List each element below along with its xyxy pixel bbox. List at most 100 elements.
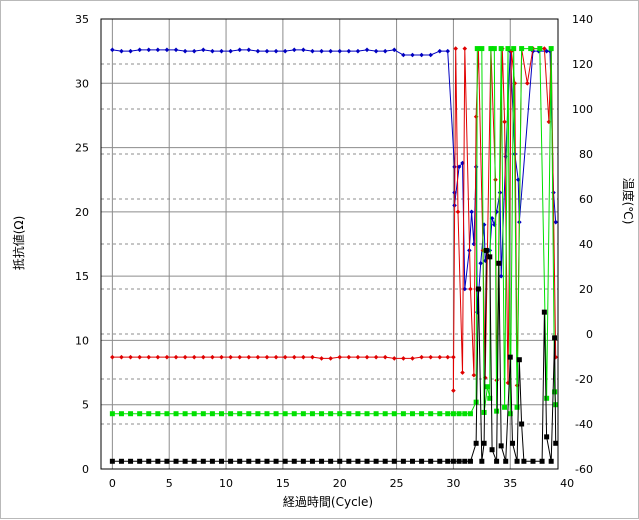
data-point [530, 458, 536, 464]
x-tick-label: 10 [219, 477, 233, 490]
data-point [309, 458, 315, 464]
data-point [291, 458, 297, 464]
data-point [391, 356, 397, 361]
data-point [301, 354, 306, 360]
data-point [428, 354, 433, 360]
data-point [553, 440, 559, 446]
data-point [382, 354, 388, 360]
data-point [118, 458, 124, 464]
data-point [437, 458, 443, 464]
data-point [373, 354, 379, 360]
data-point [505, 46, 511, 52]
data-point [346, 354, 352, 360]
data-point [246, 411, 252, 417]
data-point [109, 458, 115, 464]
data-point [473, 399, 479, 405]
data-point [391, 411, 397, 417]
data-point [337, 48, 343, 54]
data-point [373, 48, 379, 54]
data-point [301, 47, 306, 53]
data-point [137, 47, 142, 53]
data-point [410, 356, 415, 361]
data-point [450, 458, 456, 464]
y2-axis-title: 温度(℃) [621, 178, 636, 225]
data-point [451, 388, 456, 393]
data-point [255, 48, 261, 54]
data-point [137, 411, 143, 417]
data-point [264, 354, 270, 360]
data-point [355, 48, 361, 54]
data-point [228, 354, 233, 360]
data-point [419, 52, 424, 58]
data-point [445, 48, 451, 54]
data-point [355, 411, 361, 417]
data-point [428, 411, 434, 417]
data-point [328, 411, 334, 417]
data-point [355, 458, 361, 464]
data-point [474, 46, 480, 52]
data-point [479, 458, 485, 464]
data-point [553, 219, 559, 225]
data-point [173, 411, 179, 417]
data-point [516, 357, 522, 363]
data-point [511, 46, 517, 52]
data-point [437, 411, 443, 417]
x-tick-label: 0 [109, 477, 116, 490]
data-point [409, 458, 415, 464]
data-point [428, 52, 433, 58]
y2-tick-label: -40 [575, 418, 593, 431]
data-point [400, 411, 406, 417]
data-point [419, 458, 425, 464]
data-point [146, 47, 152, 53]
data-point [455, 209, 461, 215]
data-point [382, 458, 388, 464]
data-point [228, 411, 234, 417]
data-point [445, 458, 451, 464]
y-tick-label: 5 [82, 399, 89, 412]
data-point [128, 354, 133, 360]
data-point [355, 354, 361, 360]
data-point [451, 354, 456, 360]
y-axis-title: 抵抗値(Ω) [11, 216, 26, 271]
x-tick-label: 40 [560, 477, 574, 490]
data-point [419, 354, 424, 360]
data-point [514, 404, 520, 410]
data-point [548, 458, 554, 464]
data-point [494, 408, 500, 414]
y2-tick-label: 40 [579, 238, 593, 251]
data-point [373, 411, 379, 417]
data-point [146, 354, 152, 360]
data-point [264, 48, 270, 54]
data-point [541, 309, 547, 315]
data-point [481, 440, 487, 446]
data-point [209, 458, 215, 464]
data-point [282, 48, 288, 54]
data-point [228, 458, 234, 464]
data-point [419, 411, 425, 417]
y2-tick-label: 0 [586, 328, 593, 341]
data-point [200, 458, 206, 464]
data-point [487, 254, 493, 260]
data-point [503, 154, 509, 159]
data-point [119, 48, 124, 54]
data-point [119, 354, 124, 360]
data-point [182, 48, 188, 54]
data-point [468, 286, 473, 292]
data-point [410, 52, 415, 58]
y2-tick-label: 20 [579, 283, 593, 296]
data-point [479, 46, 485, 52]
data-point [502, 404, 508, 410]
data-point [237, 411, 243, 417]
data-point [328, 356, 333, 361]
data-point [401, 52, 406, 58]
data-point [173, 354, 179, 360]
data-point [428, 458, 434, 464]
data-point [128, 458, 134, 464]
data-point [191, 48, 197, 54]
y2-tick-label: 140 [572, 13, 593, 26]
y-tick-label: 35 [75, 13, 89, 26]
data-point [246, 458, 252, 464]
data-point [219, 411, 225, 417]
data-point [475, 286, 481, 292]
